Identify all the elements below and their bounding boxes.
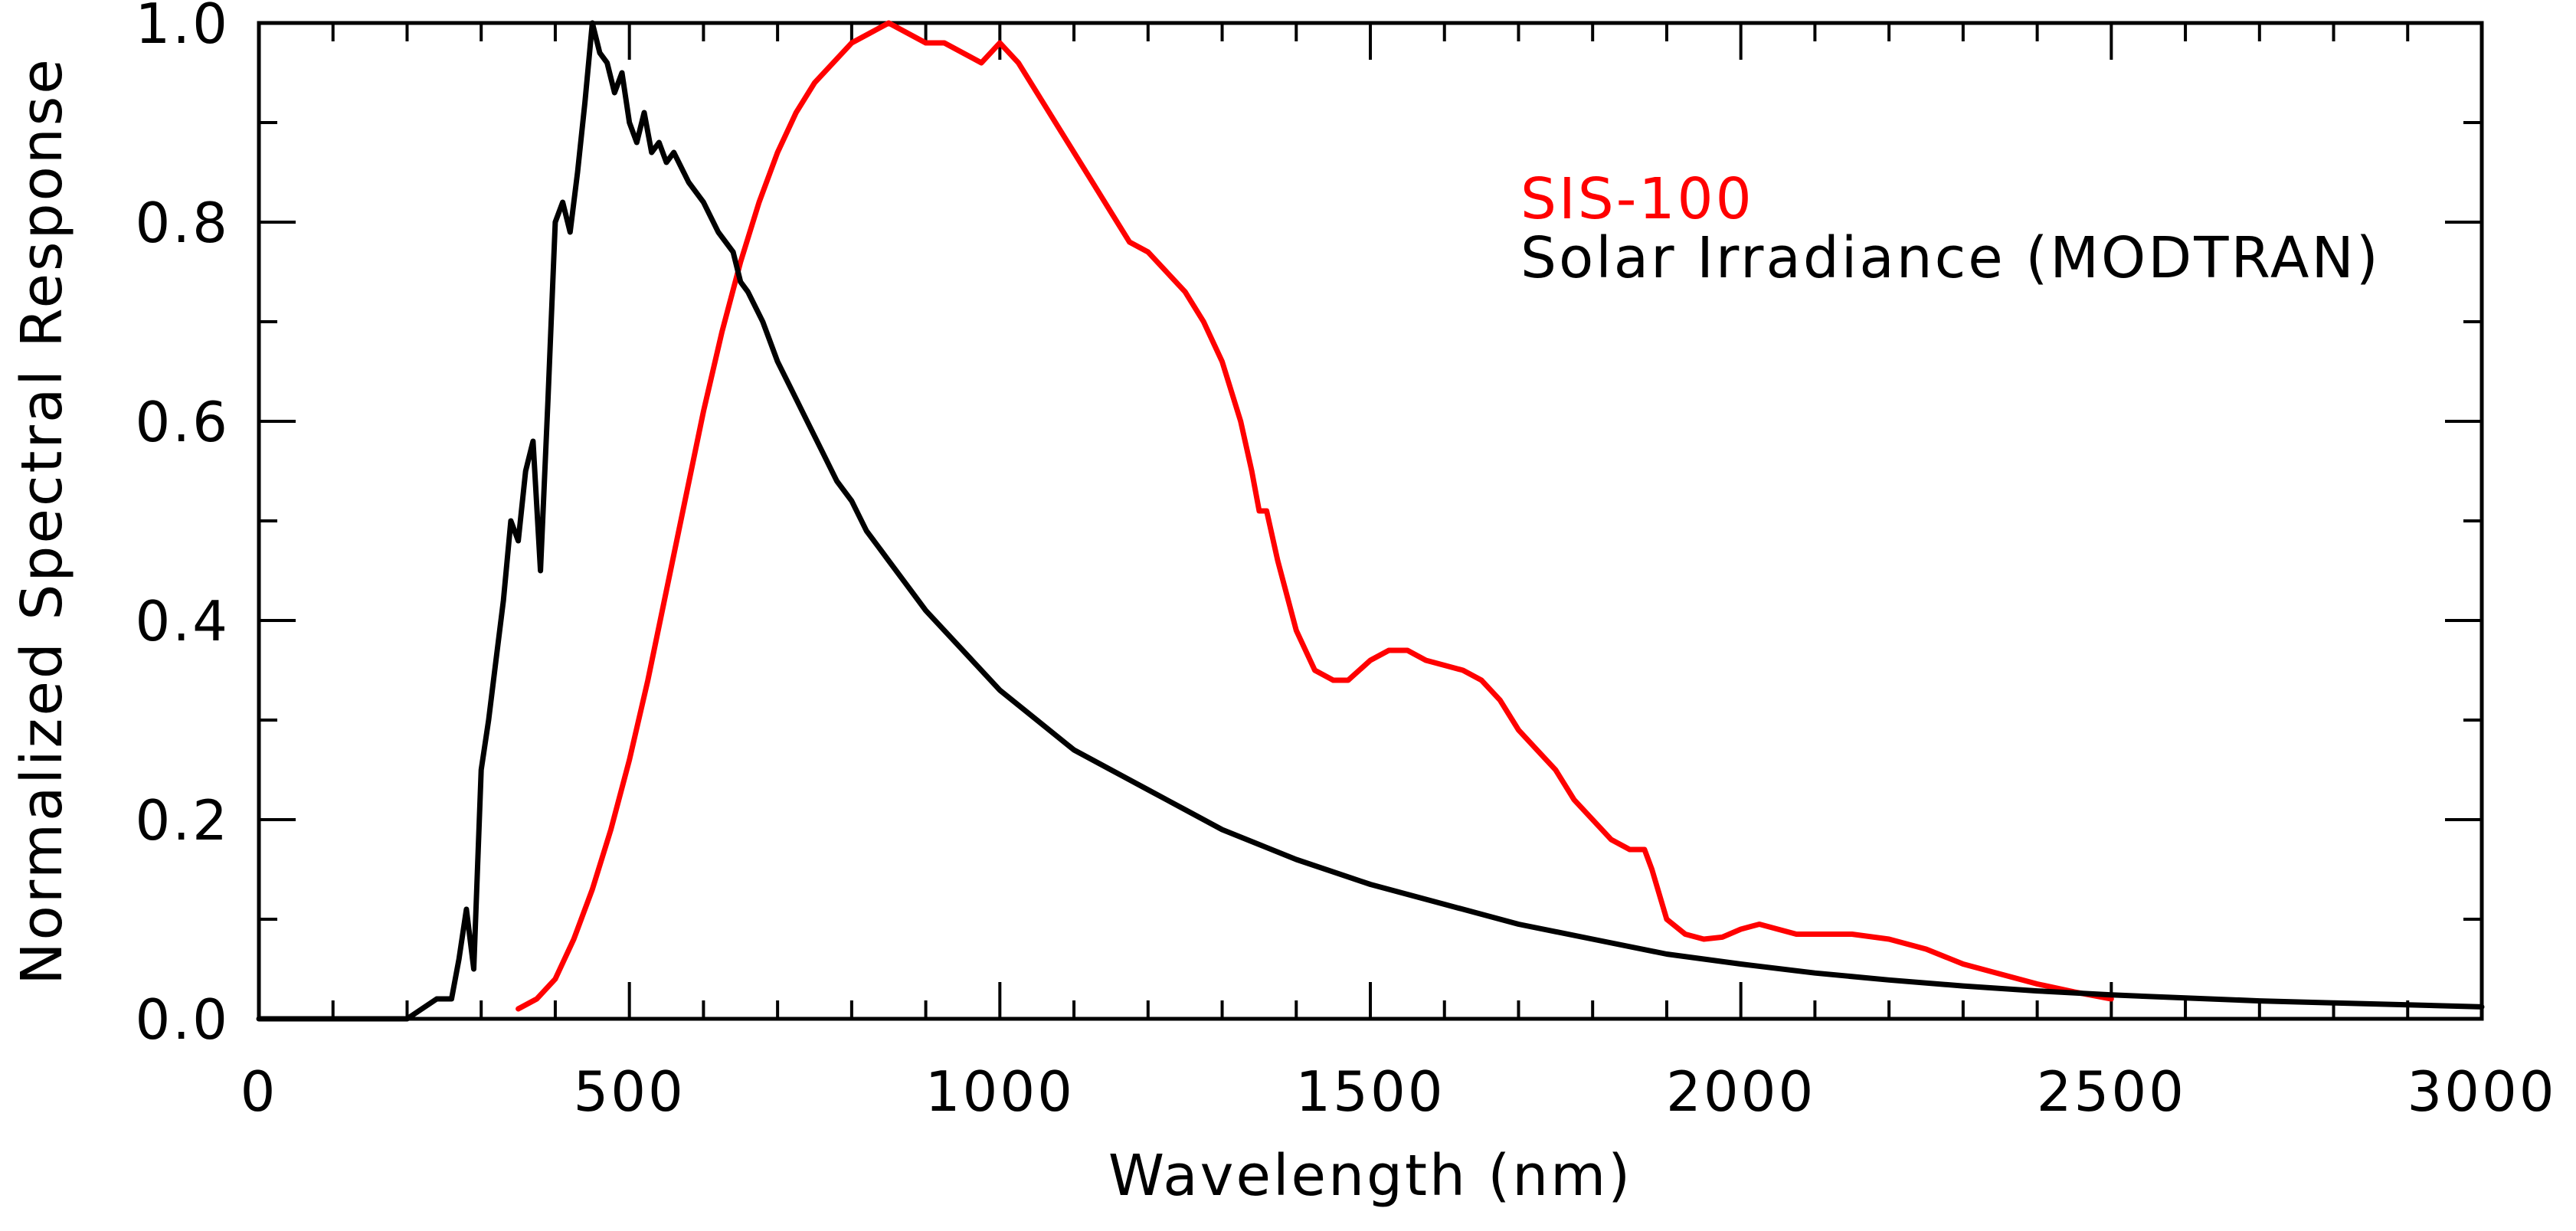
legend-entry-sis-100: SIS-100 xyxy=(1520,166,1754,232)
x-tick-label: 3000 xyxy=(2407,1059,2556,1124)
y-tick-label: 0.6 xyxy=(135,390,230,454)
sis-100-line xyxy=(516,20,2114,1012)
y-tick-label: 0.2 xyxy=(135,788,230,853)
y-axis-label: Normalized Spectral Response xyxy=(9,57,75,985)
plot-frame xyxy=(257,21,2484,1021)
x-tick-label: 2500 xyxy=(2037,1059,2186,1124)
y-tick-label: 0.8 xyxy=(135,191,230,255)
x-tick-label: 0 xyxy=(241,1059,278,1124)
legend-entry-solar-irradiance: Solar Irradiance (MODTRAN) xyxy=(1520,225,2381,291)
x-tick-label: 1000 xyxy=(925,1059,1075,1124)
x-axis-label: Wavelength (nm) xyxy=(1108,1143,1632,1209)
x-axis-ticks: 0 500 1000 1500 2000 2500 3000 xyxy=(241,23,2556,1124)
x-tick-label: 2000 xyxy=(1666,1059,1815,1124)
series-lines xyxy=(256,20,2485,1022)
y-tick-label: 0.0 xyxy=(135,987,230,1052)
y-tick-label: 0.4 xyxy=(135,589,230,653)
solar-irradiance-line xyxy=(256,20,2485,1022)
legend: SIS-100 Solar Irradiance (MODTRAN) xyxy=(1520,166,2381,291)
y-tick-label: 1.0 xyxy=(135,0,230,56)
y-axis-ticks: 0.0 0.2 0.4 0.6 0.8 1.0 xyxy=(135,0,2482,1052)
x-tick-label: 500 xyxy=(573,1059,685,1124)
x-tick-label: 1500 xyxy=(1295,1059,1445,1124)
